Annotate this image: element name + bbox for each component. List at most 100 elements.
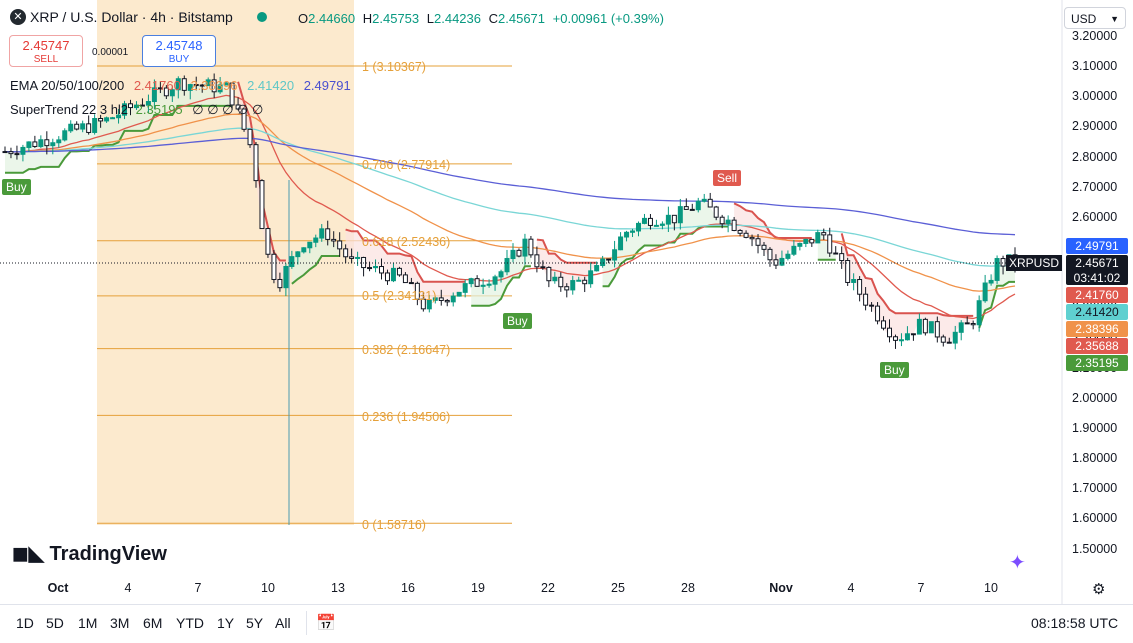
- tf-1m[interactable]: 1M: [78, 615, 98, 631]
- candle-body: [420, 298, 426, 310]
- supertrend-line: [291, 255, 340, 285]
- candle-body: [456, 291, 462, 297]
- candle-body: [151, 87, 157, 103]
- candle-body: [928, 321, 934, 334]
- candle-body: [719, 216, 725, 225]
- market-status-icon: [256, 12, 267, 22]
- tag-last-price: 2.45671 03:41:02: [1066, 255, 1128, 285]
- candle-body: [74, 123, 80, 130]
- candle-body: [582, 279, 588, 285]
- supertrend-legend[interactable]: SuperTrend 22 3 hl2 2.35195 ∅ ∅ ∅ ∅ ∅: [10, 102, 263, 118]
- candle-body: [534, 254, 540, 268]
- candle-body: [8, 151, 14, 155]
- candle-body: [624, 231, 630, 238]
- tag-supertrend: 2.35195: [1066, 355, 1128, 371]
- candle-body: [38, 139, 44, 147]
- candle-body: [223, 82, 229, 86]
- ai-assistant-icon[interactable]: ✦: [1009, 552, 1026, 574]
- candle-body: [677, 206, 683, 224]
- low-value: 2.44236: [434, 11, 481, 26]
- supertrend-line: [5, 104, 233, 174]
- high-value: 2.45753: [372, 11, 420, 26]
- tf-ytd[interactable]: YTD: [176, 615, 204, 631]
- candle-body: [92, 118, 98, 133]
- sell-button[interactable]: 2.45747 SELL: [9, 35, 83, 67]
- tf-1y[interactable]: 1Y: [217, 615, 235, 631]
- candle-body: [175, 78, 181, 91]
- buy-signal-3: Buy: [880, 362, 909, 378]
- ema200-value: 2.49791: [303, 78, 351, 93]
- open-value: 2.44660: [308, 11, 356, 26]
- supertrend-fill-area: [979, 254, 1015, 328]
- candle-body: [187, 84, 193, 91]
- spread-value: 0.00001: [92, 47, 129, 58]
- currency-select[interactable]: USD ▼: [1064, 7, 1126, 29]
- candle-body: [277, 278, 283, 289]
- y-tick-label: 3.10000: [1072, 59, 1118, 74]
- ohlc-values: O2.44660 H2.45753 L2.44236 C2.45671 +0.0…: [294, 11, 664, 26]
- clock-time[interactable]: 08:18:58 UTC: [1031, 615, 1119, 631]
- candle-body: [14, 153, 20, 156]
- settings-icon[interactable]: ⚙: [1092, 581, 1106, 598]
- supertrend-fill-area: [536, 239, 597, 290]
- x-tick-label: 4: [847, 581, 855, 595]
- tag-ema50: 2.38396: [1066, 321, 1128, 337]
- y-tick-label: 2.00000: [1072, 390, 1118, 405]
- ema-legend[interactable]: EMA 20/50/100/200 2.41760 2.38396 2.4142…: [10, 78, 351, 93]
- sell-price: 2.45747: [22, 38, 70, 53]
- candle-body: [367, 267, 373, 270]
- bottom-toolbar: 1D 5D 1M 3M 6M YTD 1Y 5Y All 📅 08:18:58 …: [0, 604, 1133, 643]
- candle-body: [402, 274, 408, 284]
- candle-body: [450, 295, 456, 303]
- tf-all[interactable]: All: [275, 615, 291, 631]
- candle-body: [665, 214, 671, 225]
- candle-body: [641, 217, 647, 224]
- candle-body: [205, 79, 211, 87]
- candle-body: [910, 333, 916, 336]
- candle-body: [833, 252, 839, 255]
- candle-body: [773, 259, 779, 266]
- candle-body: [713, 206, 719, 218]
- candle-body: [307, 241, 313, 249]
- symbol-header[interactable]: ✕ XRP / U.S. Dollar · 4h · Bitstamp: [10, 9, 267, 25]
- chevron-down-icon: ▼: [1110, 14, 1119, 24]
- tf-1d[interactable]: 1D: [16, 615, 34, 631]
- y-tick-label: 2.90000: [1072, 119, 1118, 134]
- tf-3m[interactable]: 3M: [110, 615, 130, 631]
- candle-body: [157, 87, 163, 90]
- candle-body: [50, 142, 56, 147]
- candle-body: [916, 318, 922, 335]
- candle-body: [982, 282, 988, 302]
- buy-signal-2: Buy: [503, 313, 532, 329]
- supertrend-extra: ∅ ∅ ∅ ∅ ∅: [192, 102, 264, 117]
- tag-symbol: XRPUSD: [1006, 255, 1062, 271]
- supertrend-fill-area: [817, 232, 836, 260]
- fib-label-05: 0.5 (2.34131): [362, 289, 437, 303]
- candle-body: [922, 318, 928, 334]
- tf-5y[interactable]: 5Y: [246, 615, 264, 631]
- candle-body: [606, 258, 612, 261]
- symbol-title: XRP / U.S. Dollar · 4h · Bitstamp: [30, 9, 233, 25]
- candle-body: [396, 267, 402, 276]
- tf-5d[interactable]: 5D: [46, 615, 64, 631]
- candle-body: [349, 256, 355, 259]
- tf-6m[interactable]: 6M: [143, 615, 163, 631]
- candle-body: [791, 245, 797, 255]
- date-range-icon[interactable]: 📅: [316, 615, 336, 632]
- supertrend-fill-area: [841, 233, 974, 343]
- fib-label-0382: 0.382 (2.16647): [362, 343, 451, 357]
- fib-lines: [97, 65, 512, 525]
- candle-body: [785, 253, 791, 259]
- change-value: +0.00961 (+0.39%): [552, 11, 664, 26]
- buy-button[interactable]: 2.45748 BUY: [142, 35, 216, 67]
- sell-signal: Sell: [713, 170, 742, 186]
- candle-body: [707, 198, 713, 208]
- candle-body: [528, 238, 534, 256]
- candle-body: [761, 244, 767, 250]
- y-tick-label: 2.70000: [1072, 179, 1118, 194]
- candle-body: [486, 283, 492, 286]
- candle-body: [468, 278, 474, 285]
- supertrend-label: SuperTrend 22 3 hl2: [10, 102, 129, 117]
- supertrend-fill-area: [602, 199, 729, 287]
